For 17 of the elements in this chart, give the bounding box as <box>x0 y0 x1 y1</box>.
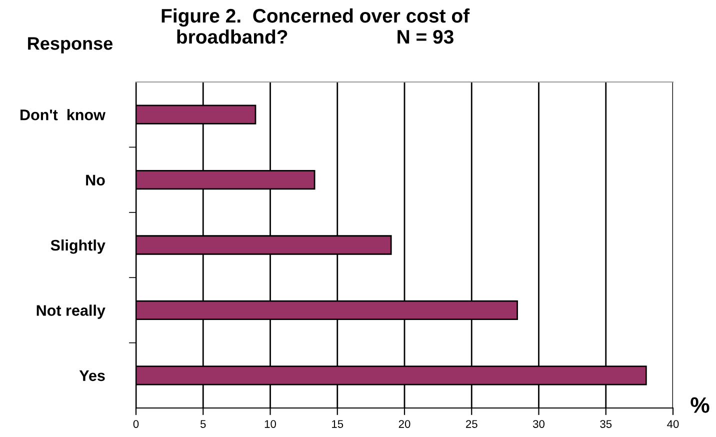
chart-title: Figure 2. Concerned over cost of broadband? N = 93 <box>162 8 470 44</box>
y-tick-label: Don't know <box>20 109 106 120</box>
x-tick-label: 30 <box>532 420 544 428</box>
x-axis-title: % <box>690 397 710 413</box>
x-tick-label: 0 <box>133 420 139 428</box>
x-tick-label: 40 <box>667 420 679 428</box>
y-tick-label: Slightly <box>50 239 106 254</box>
y-axis-title: Response <box>28 37 113 54</box>
x-tick-label: 5 <box>200 420 206 428</box>
y-tick-label: Not really <box>36 304 106 319</box>
x-tick-label: 35 <box>600 420 612 428</box>
y-tick-label: No <box>86 174 105 186</box>
x-tick-label: 10 <box>264 420 276 428</box>
y-tick-label: Yes <box>79 370 105 382</box>
x-tick-label: 25 <box>466 420 478 428</box>
x-tick-label: 20 <box>398 420 410 428</box>
x-tick-label: 15 <box>332 420 344 428</box>
